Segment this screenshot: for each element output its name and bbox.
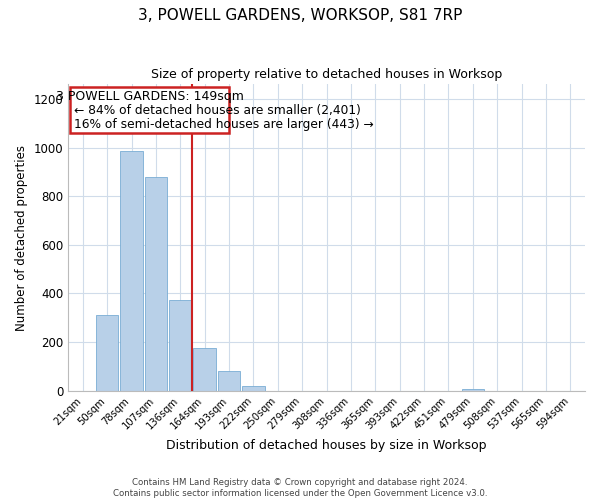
Text: 3, POWELL GARDENS, WORKSOP, S81 7RP: 3, POWELL GARDENS, WORKSOP, S81 7RP [138, 8, 462, 22]
Bar [145, 177, 167, 390]
Bar [169, 300, 191, 390]
Text: Contains HM Land Registry data © Crown copyright and database right 2024.
Contai: Contains HM Land Registry data © Crown c… [113, 478, 487, 498]
Text: ← 84% of detached houses are smaller (2,401): ← 84% of detached houses are smaller (2,… [74, 104, 361, 117]
Title: Size of property relative to detached houses in Worksop: Size of property relative to detached ho… [151, 68, 502, 80]
Bar [121, 152, 143, 390]
Bar [193, 348, 216, 391]
X-axis label: Distribution of detached houses by size in Worksop: Distribution of detached houses by size … [166, 440, 487, 452]
Bar [218, 371, 240, 390]
Bar [96, 316, 118, 390]
Text: 3 POWELL GARDENS: 149sqm: 3 POWELL GARDENS: 149sqm [56, 90, 244, 103]
Y-axis label: Number of detached properties: Number of detached properties [15, 144, 28, 330]
Text: 16% of semi-detached houses are larger (443) →: 16% of semi-detached houses are larger (… [74, 118, 374, 132]
FancyBboxPatch shape [70, 87, 229, 133]
Bar [242, 386, 265, 390]
